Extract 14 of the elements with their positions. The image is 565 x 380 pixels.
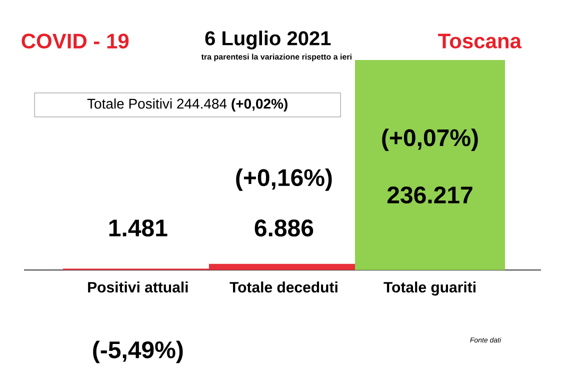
annotation: (+0,07%) [382, 128, 478, 151]
data-label: 1.481 [109, 220, 168, 236]
data-label: 236.217 [387, 186, 472, 204]
x-tick-label: Positivi attuali [88, 282, 188, 293]
text: Toscana [438, 34, 522, 48]
data-label: 6.886 [254, 220, 314, 236]
chart-subtitle: tra parentesi la variazione rispetto a ieri [201, 54, 352, 62]
text: COVID - 19 [22, 34, 129, 49]
x-tick-label: Totale guariti [384, 282, 476, 296]
x-tick-label: Totale deceduti [230, 282, 338, 293]
annotation: (+0,16%) [236, 168, 332, 191]
text: (-5,49%) [93, 340, 183, 364]
annotation: Totale Positivi 244.484 (+0,02%) [87, 98, 288, 112]
chart-title: 6 Luglio 2021 [205, 30, 331, 50]
